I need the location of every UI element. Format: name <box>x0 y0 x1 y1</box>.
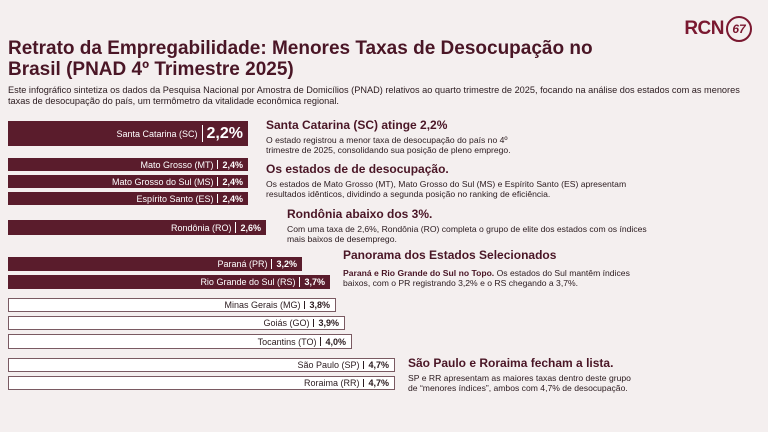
state-bar: Paraná (PR) 3,2% <box>8 257 302 271</box>
separator <box>313 318 315 328</box>
state-bar: Tocantins (TO) 4,0% <box>8 334 352 349</box>
separator <box>271 259 273 269</box>
separator <box>201 124 203 143</box>
state-bar: Minas Gerais (MG) 3,8% <box>8 298 336 312</box>
note-body-wrap: Os estados de Mato Grosso (MT), Mato Gro… <box>266 179 666 199</box>
state-bar: Santa Catarina (SC) 2,2% <box>8 121 248 146</box>
state-label: Mato Grosso (MT) <box>140 159 214 170</box>
separator <box>217 193 219 204</box>
state-value: 2,6% <box>240 222 261 233</box>
state-bar: Rio Grande do Sul (RS) 3,7% <box>8 275 330 289</box>
state-label: Rondônia (RO) <box>170 222 232 233</box>
state-label: Mato Grosso do Sul (MS) <box>111 176 214 187</box>
state-value: 4,7% <box>368 378 389 388</box>
state-label: Roraima (RR) <box>303 378 360 388</box>
note-body: Com uma taxa de 2,6%, Rondônia (RO) comp… <box>287 224 647 244</box>
state-bar: Mato Grosso do Sul (MS) 2,4% <box>8 175 248 188</box>
state-bar: Espírito Santo (ES) 2,4% <box>8 192 248 205</box>
state-value: 2,4% <box>222 193 243 204</box>
state-label: Tocantins (TO) <box>257 336 317 347</box>
title: Retrato da Empregabilidade: Menores Taxa… <box>8 38 593 80</box>
state-bar: Roraima (RR) 4,7% <box>8 376 395 390</box>
state-label: Espírito Santo (ES) <box>136 193 214 204</box>
separator <box>299 277 301 287</box>
state-value: 4,0% <box>325 336 346 347</box>
note-heading: São Paulo e Roraima fecham a lista. <box>408 356 614 370</box>
state-bar: Rondônia (RO) 2,6% <box>8 220 266 235</box>
state-value: 4,7% <box>368 360 389 370</box>
note-body: Os estados do Sul mantêm índices baixos,… <box>343 268 630 288</box>
separator <box>320 336 322 347</box>
separator <box>235 222 237 233</box>
logo: RCN 67 <box>684 16 752 42</box>
separator <box>304 300 306 310</box>
state-value: 2,4% <box>222 159 243 170</box>
intro: Este infográfico sintetiza os dados da P… <box>8 85 740 106</box>
logo-badge: 67 <box>726 16 752 42</box>
note: Santa Catarina (SC) atinge 2,2% O estado … <box>266 118 516 156</box>
state-label: Rio Grande do Sul (RS) <box>200 277 296 287</box>
note-heading: Panorama dos Estados Selecionados <box>343 248 557 262</box>
state-value: 3,9% <box>318 318 339 328</box>
note-body: Os estados de Mato Grosso (MT), Mato Gro… <box>266 179 627 199</box>
state-bar: Mato Grosso (MT) 2,4% <box>8 158 248 171</box>
note-lead: Paraná e Rio Grande do Sul no Topo. <box>343 268 495 278</box>
state-label: Minas Gerais (MG) <box>224 300 301 310</box>
note: Rondônia abaixo dos 3%. Com uma taxa de 2… <box>287 207 667 245</box>
state-value: 2,2% <box>206 124 243 142</box>
note: Os estados de de desocupação. Os estados … <box>266 162 666 200</box>
note-body: O estado registrou a menor taxa de desoc… <box>266 135 511 155</box>
separator <box>217 176 219 187</box>
state-bar: São Paulo (SP) 4,7% <box>8 358 395 372</box>
note-heading: Santa Catarina (SC) atinge 2,2% <box>266 118 448 132</box>
state-label: São Paulo (SP) <box>297 360 360 370</box>
state-bar: Goiás (GO) 3,9% <box>8 316 345 330</box>
state-value: 3,7% <box>304 277 325 287</box>
note-body-wrap: O estado registrou a menor taxa de desoc… <box>266 135 516 155</box>
state-label: Paraná (PR) <box>217 259 268 269</box>
state-value: 2,4% <box>222 176 243 187</box>
state-label: Goiás (GO) <box>263 318 310 328</box>
logo-text: RCN <box>684 18 724 39</box>
note-heading: Os estados de de desocupação. <box>266 162 449 176</box>
state-value: 3,2% <box>276 259 297 269</box>
note-body: SP e RR apresentam as maiores taxas dent… <box>408 373 631 393</box>
separator <box>363 360 365 370</box>
separator <box>363 378 365 388</box>
note-body-wrap: SP e RR apresentam as maiores taxas dent… <box>408 373 638 393</box>
note-heading: Rondônia abaixo dos 3%. <box>287 207 433 221</box>
note-body-wrap: Paraná e Rio Grande do Sul no Topo. Os e… <box>343 268 643 288</box>
note: Panorama dos Estados Selecionados Paraná … <box>343 248 643 289</box>
note-body-wrap: Com uma taxa de 2,6%, Rondônia (RO) comp… <box>287 224 667 244</box>
state-label: Santa Catarina (SC) <box>116 128 198 139</box>
state-value: 3,8% <box>309 300 330 310</box>
note: São Paulo e Roraima fecham a lista. SP e … <box>408 356 638 394</box>
separator <box>217 159 219 170</box>
